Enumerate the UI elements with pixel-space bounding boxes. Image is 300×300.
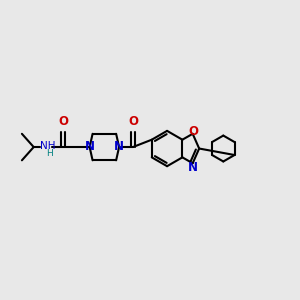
Text: N: N [114,140,124,153]
Text: N: N [85,140,94,153]
Text: O: O [188,125,198,138]
Text: NH: NH [40,142,55,152]
Text: N: N [188,160,198,174]
Text: H: H [46,149,53,158]
Text: O: O [128,115,138,128]
Text: O: O [58,115,68,128]
